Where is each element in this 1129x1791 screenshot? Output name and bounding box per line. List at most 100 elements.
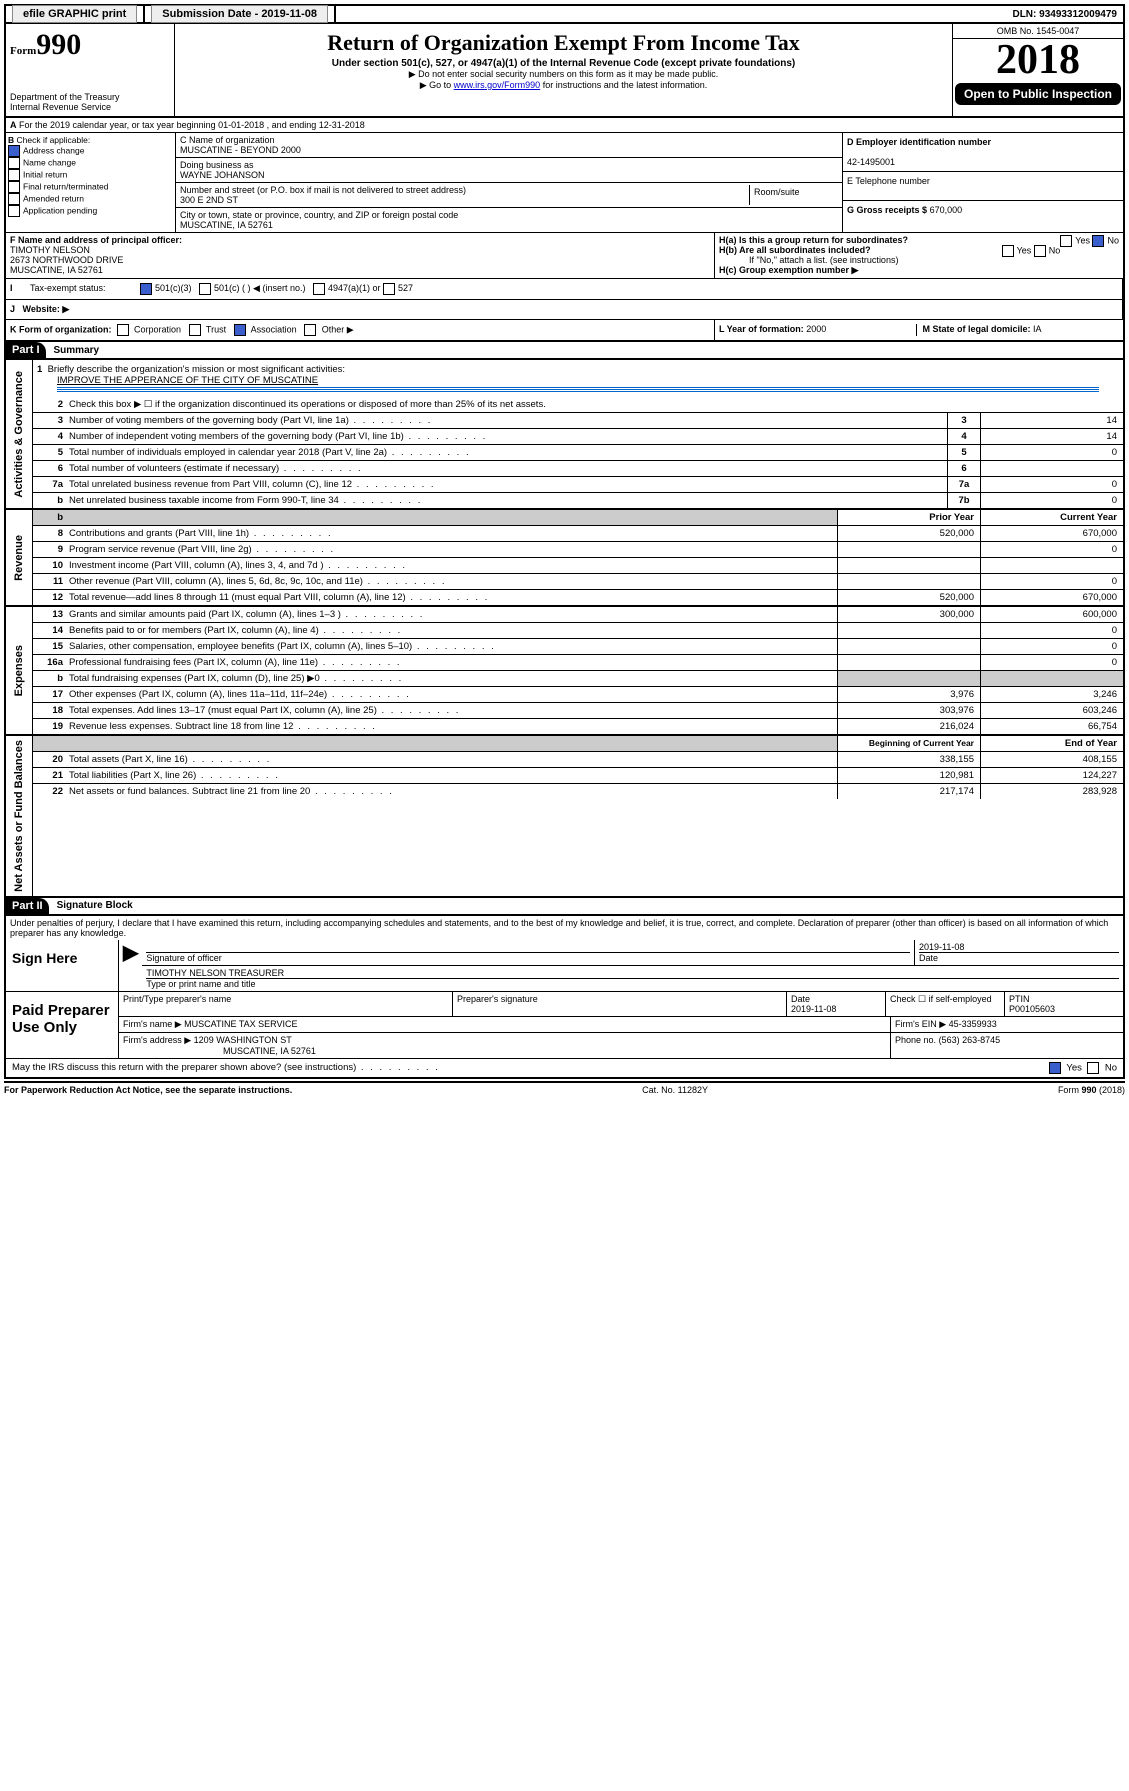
check-address-change[interactable] [8,145,20,157]
row-cellnum: 4 [947,429,980,444]
row-num: 16a [33,655,67,670]
sign-here-label: Sign Here [6,940,119,991]
page-footer: For Paperwork Reduction Act Notice, see … [4,1081,1125,1097]
prep-date-hdr: Date [791,994,810,1004]
current-value: 670,000 [980,526,1123,541]
row-num: 12 [33,590,67,605]
row-f-h: F Name and address of principal officer:… [4,233,1125,279]
check-name-change[interactable] [8,157,20,169]
mission-line [57,391,1099,392]
discuss-yes[interactable] [1049,1062,1061,1074]
note2-pre: ▶ Go to [420,80,454,90]
line-a: A For the 2019 calendar year, or tax yea… [4,118,1125,133]
row-desc: Net unrelated business taxable income fr… [67,493,947,508]
row-desc: Revenue less expenses. Subtract line 18 … [67,719,837,734]
row-desc: Other expenses (Part IX, column (A), lin… [67,687,837,702]
prior-value [837,623,980,638]
row-cellnum: 3 [947,413,980,428]
row-desc: Total revenue—add lines 8 through 11 (mu… [67,590,837,605]
row-desc: Total unrelated business revenue from Pa… [67,477,947,492]
current-value: 670,000 [980,590,1123,605]
officer-label: F Name and address of principal officer: [10,235,182,245]
check-pending[interactable] [8,205,20,217]
governance-section: Activities & Governance 1 Briefly descri… [4,360,1125,510]
current-value: 600,000 [980,607,1123,622]
row-desc: Grants and similar amounts paid (Part IX… [67,607,837,622]
opt-trust: Trust [206,324,226,334]
domicile-label: M State of legal domicile: [923,324,1031,334]
dln-label: DLN: 93493312009479 [1006,7,1123,22]
check-final-return[interactable] [8,181,20,193]
domicile: IA [1033,324,1042,334]
row-num: 10 [33,558,67,573]
check-4947[interactable] [313,283,325,295]
row-desc: Total number of individuals employed in … [67,445,947,460]
submission-date-button[interactable]: Submission Date - 2019-11-08 [151,5,328,23]
sig-date: 2019-11-08 [919,942,964,952]
note2-post: for instructions and the latest informat… [540,80,707,90]
form-org-label: K Form of organization: [10,324,112,334]
prior-value [837,639,980,654]
net-label: Net Assets or Fund Balances [11,736,27,896]
firm-phone: (563) 263-8745 [939,1035,1001,1045]
row-desc: Total liabilities (Part X, line 26) [67,768,837,783]
hb-no[interactable] [1034,245,1046,257]
current-value: 603,246 [980,703,1123,718]
check-other[interactable] [304,324,316,336]
discuss-text: May the IRS discuss this return with the… [12,1062,440,1074]
check-527[interactable] [383,283,395,295]
opt-501c: 501(c) ( ) ◀ (insert no.) [214,283,305,295]
check-501c3[interactable] [140,283,152,295]
open-public-badge: Open to Public Inspection [955,83,1121,105]
ha-no[interactable] [1092,235,1104,247]
sig-date-label: Date [919,952,1119,963]
room-label: Room/suite [750,185,838,205]
opt-assoc: Association [251,324,297,334]
row-desc: Net assets or fund balances. Subtract li… [67,784,837,799]
check-amended[interactable] [8,193,20,205]
check-initial-return[interactable] [8,169,20,181]
tax-year: 2018 [953,39,1123,81]
row-desc: Total assets (Part X, line 16) [67,752,837,767]
row-desc: Total expenses. Add lines 13–17 (must eq… [67,703,837,718]
org-name: MUSCATINE - BEYOND 2000 [180,145,301,155]
row-num: 4 [33,429,67,444]
row-desc: Total fundraising expenses (Part IX, col… [67,671,837,686]
box-b-label: Check if applicable: [17,135,91,145]
row-num: 22 [33,784,67,799]
hb-yes[interactable] [1002,245,1014,257]
row-desc: Benefits paid to or for members (Part IX… [67,623,837,638]
efile-button[interactable]: efile GRAPHIC print [12,5,137,23]
row-num: 15 [33,639,67,654]
gross-label: G Gross receipts $ [847,205,927,215]
firm-name: MUSCATINE TAX SERVICE [184,1019,297,1029]
check-trust[interactable] [189,324,201,336]
check-corp[interactable] [117,324,129,336]
ptin-value: P00105603 [1009,1004,1055,1014]
row-desc: Professional fundraising fees (Part IX, … [67,655,837,670]
row-i: I Tax-exempt status: 501(c)(3) 501(c) ( … [4,279,1125,300]
instructions-link[interactable]: www.irs.gov/Form990 [454,80,541,90]
opt-address-change: Address change [23,145,84,155]
part2-tag: Part II [6,898,49,914]
part1-tag: Part I [6,342,46,358]
sig-officer-label: Signature of officer [146,952,910,963]
prep-date: 2019-11-08 [791,1004,836,1014]
row-num: 14 [33,623,67,638]
gross-value: 670,000 [930,205,963,215]
phone-label: E Telephone number [847,176,930,186]
firm-name-label: Firm's name ▶ [123,1019,182,1029]
ha-yes[interactable] [1060,235,1072,247]
hb-label: H(b) Are all subordinates included? [719,245,871,255]
mission-value: IMPROVE THE APPERANCE OF THE CITY OF MUS… [37,375,318,386]
officer-addr1: 2673 NORTHWOOD DRIVE [10,255,123,265]
prior-value: 300,000 [837,607,980,622]
prior-value: 338,155 [837,752,980,767]
name-label: C Name of organization [180,135,275,145]
year-formation: 2000 [806,324,826,334]
check-assoc[interactable] [234,324,246,336]
row-num: 19 [33,719,67,734]
check-501c[interactable] [199,283,211,295]
mission-label: Briefly describe the organization's miss… [48,364,346,375]
discuss-no[interactable] [1087,1062,1099,1074]
